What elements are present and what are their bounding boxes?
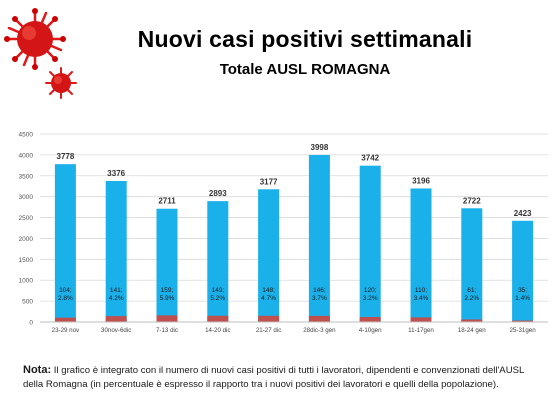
y-tick-label: 3500 [19, 173, 34, 180]
data-label-total: 2711 [158, 197, 176, 206]
data-label-workers-pct: 4.2% [109, 295, 124, 302]
data-label-workers-pct: 2.2% [464, 295, 479, 302]
chart-title: Nuovi casi positivi settimanali [137, 26, 473, 52]
x-tick-label: 4-10gen [359, 327, 382, 334]
y-tick-label: 1500 [19, 257, 34, 264]
x-tick-label: 11-17gen [408, 327, 434, 334]
y-tick-label: 1000 [19, 278, 34, 285]
data-label-workers-pct: 1.4% [515, 295, 530, 302]
virus-icon-large [4, 8, 66, 70]
data-label-total: 3778 [57, 152, 75, 161]
bar-workers [359, 316, 381, 322]
footnote: Nota: Il grafico è integrato con il nume… [23, 363, 543, 392]
bar-total [258, 189, 280, 322]
data-label-workers-count: 120; [364, 287, 377, 294]
data-label-workers-pct: 3.4% [414, 295, 429, 302]
bar-total [308, 154, 330, 322]
data-label-workers-pct: 3.7% [312, 295, 327, 302]
x-tick-label: 30nov-6dic [101, 327, 131, 334]
data-label-total: 3196 [412, 176, 430, 185]
chart-subtitle: Totale AUSL ROMAGNA [219, 61, 391, 78]
bar-chart: 0 500 1000 1500 2000 2500 3000 3500 4000 4500 3778… [19, 132, 548, 334]
x-tick-label: 21-27 dic [256, 327, 281, 334]
data-label-workers-pct: 5.2% [210, 295, 225, 302]
data-label-workers-count: 159; [161, 287, 174, 294]
footnote-label: Nota: [23, 364, 52, 376]
bar-total [54, 164, 76, 322]
data-label-workers-count: 61; [467, 287, 476, 294]
bar-total [410, 188, 432, 322]
bar-workers [207, 315, 229, 322]
bar-workers [105, 316, 127, 322]
data-label-workers-count: 149; [211, 287, 224, 294]
y-tick-label: 2000 [19, 236, 34, 243]
y-tick-label: 0 [29, 320, 33, 327]
data-label-workers-count: 141; [110, 287, 123, 294]
x-tick-label: 18-24 gen [458, 327, 486, 334]
y-tick-label: 500 [22, 299, 33, 306]
x-tick-label: 23-29 nov [52, 327, 80, 334]
data-label-workers-pct: 3.2% [363, 295, 378, 302]
y-tick-label: 4500 [19, 132, 34, 139]
data-label-total: 2423 [514, 209, 532, 218]
bar-workers [512, 320, 534, 322]
bar-workers [308, 315, 330, 322]
data-label-workers-count: 35; [518, 287, 527, 294]
y-tick-label: 2500 [19, 215, 34, 222]
data-label-workers-count: 146; [313, 287, 326, 294]
data-label-total: 2722 [463, 196, 481, 205]
x-tick-label: 7-13 dic [156, 327, 178, 334]
data-label-total: 3998 [311, 143, 329, 152]
data-label-total: 3742 [361, 154, 379, 163]
bar-total [461, 208, 483, 322]
data-label-workers-pct: 5.9% [160, 295, 175, 302]
data-label-workers-count: 148; [262, 287, 275, 294]
bar-workers [410, 317, 432, 322]
y-tick-label: 3000 [19, 194, 34, 201]
bar-total [156, 208, 178, 322]
bar-workers [461, 319, 483, 322]
bar-workers [54, 317, 76, 322]
virus-icon-small [45, 67, 77, 99]
bar-total [512, 220, 534, 322]
bar-workers [156, 315, 178, 322]
bar-total [359, 165, 381, 322]
y-tick-label: 4000 [19, 152, 34, 159]
footnote-text: Il grafico è integrato con il numero di … [23, 365, 524, 390]
x-tick-label: 14-20 dic [205, 327, 230, 334]
bar-total [105, 180, 127, 322]
data-label-workers-count: 110; [415, 287, 427, 294]
x-tick-label: 25-31gen [510, 327, 537, 334]
data-label-total: 3177 [260, 177, 278, 186]
data-label-workers-pct: 4.7% [261, 295, 276, 302]
data-label-workers-count: 104; [59, 287, 72, 294]
data-label-total: 2893 [209, 189, 227, 198]
data-label-workers-pct: 2.8% [58, 295, 73, 302]
data-label-total: 3376 [107, 169, 125, 178]
x-tick-label: 28dic-3 gen [303, 327, 336, 334]
bar-workers [258, 315, 280, 322]
bar-total [207, 201, 229, 322]
